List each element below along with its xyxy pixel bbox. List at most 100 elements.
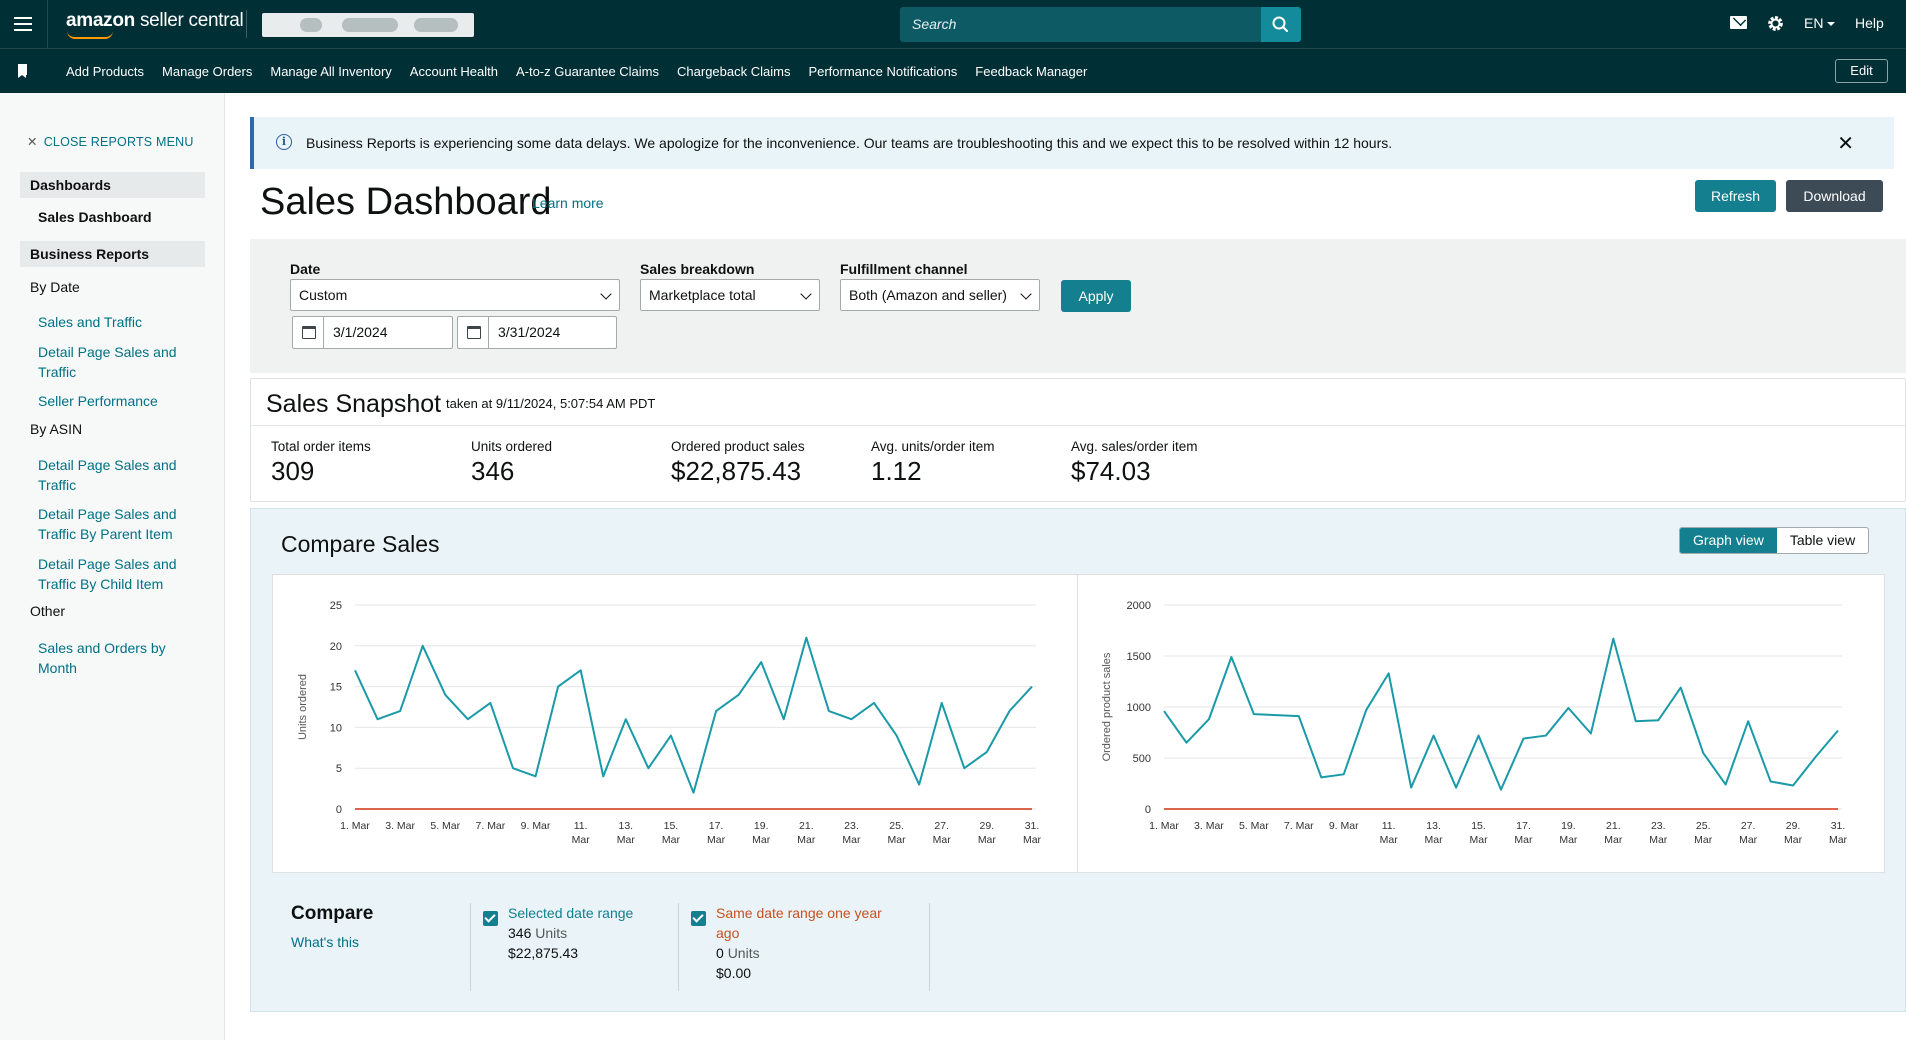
- nav-manage-all-inventory[interactable]: Manage All Inventory: [270, 63, 392, 79]
- start-date-input[interactable]: 3/1/2024: [292, 316, 453, 349]
- selected-range-checkbox[interactable]: [483, 911, 498, 926]
- fulfillment-channel-select[interactable]: Both (Amazon and seller): [840, 279, 1040, 311]
- metric-value: $22,875.43: [671, 456, 802, 486]
- help-link[interactable]: Help: [1855, 15, 1884, 31]
- hamburger-menu-icon[interactable]: [12, 13, 34, 35]
- x-tick-label: Mar: [888, 834, 907, 846]
- metric-label: Units ordered: [471, 439, 553, 454]
- y-tick-label: 1500: [1127, 651, 1151, 663]
- bookmark-icon[interactable]: [18, 64, 27, 78]
- x-tick-label: 27.: [1741, 820, 1756, 832]
- sidebar-item-seller-performance[interactable]: Seller Performance: [38, 393, 158, 409]
- sidebar-heading-business-reports: Business Reports: [20, 241, 205, 267]
- units-word: Units: [535, 925, 568, 941]
- apply-button[interactable]: Apply: [1061, 280, 1131, 312]
- nav-add-products[interactable]: Add Products: [66, 63, 145, 79]
- sidebar-item-asin-detail-page[interactable]: Detail Page Sales and Traffic: [38, 457, 177, 493]
- date-range-select[interactable]: Custom: [290, 279, 620, 311]
- shortcut-links: Add Products Manage Orders Manage All In…: [66, 49, 1105, 93]
- units-word: Units: [727, 945, 760, 961]
- gear-icon[interactable]: [1766, 14, 1785, 33]
- nav-chargeback-claims[interactable]: Chargeback Claims: [677, 63, 791, 79]
- x-tick-label: 17.: [709, 820, 724, 832]
- refresh-button[interactable]: Refresh: [1695, 180, 1776, 212]
- x-tick-label: 29.: [1786, 820, 1801, 832]
- logo-smile: [67, 31, 113, 39]
- sales-breakdown-select[interactable]: Marketplace total: [640, 279, 820, 311]
- x-tick-label: 27.: [934, 820, 949, 832]
- logo-product: seller central: [139, 10, 244, 31]
- calendar-icon[interactable]: [293, 317, 324, 348]
- prior-year-name: Same date range one year ago: [716, 905, 882, 941]
- sidebar-group-other: Other: [30, 603, 66, 619]
- shortcut-bar: Add Products Manage Orders Manage All In…: [0, 48, 1906, 93]
- search-button[interactable]: [1261, 7, 1301, 42]
- sidebar-item-detail-page-sales-traffic[interactable]: Detail Page Sales and Traffic: [38, 344, 177, 380]
- learn-more-link[interactable]: Learn more: [532, 195, 604, 211]
- nav-manage-orders[interactable]: Manage Orders: [162, 63, 253, 79]
- nav-a-to-z-claims[interactable]: A-to-z Guarantee Claims: [515, 63, 660, 79]
- language-selector[interactable]: EN: [1804, 15, 1837, 31]
- x-tick-label: 5. Mar: [1239, 820, 1269, 832]
- metric-avg-units-per-order: Avg. units/order item 1.12: [871, 439, 995, 487]
- x-tick-label: 15.: [1471, 820, 1486, 832]
- units-value: 346: [508, 925, 532, 941]
- edit-shortcuts-button[interactable]: Edit: [1835, 59, 1888, 83]
- filter-panel: Date Custom 3/1/2024 3/31/2024 Sales bre…: [250, 239, 1906, 373]
- charts-area: 0 5 10 15 20 25 Units ordered 1. Mar 3. Mar 5. Ma…: [272, 574, 1885, 873]
- x-tick-label: 31.: [1831, 820, 1846, 832]
- y-tick-label: 5: [336, 763, 342, 775]
- close-reports-menu[interactable]: ✕ CLOSE REPORTS MENU: [27, 134, 194, 149]
- divider: [251, 425, 1905, 426]
- metric-avg-sales-per-order: Avg. sales/order item $74.03: [1071, 439, 1198, 487]
- x-tick-label: 29.: [980, 820, 995, 832]
- banner-close-icon[interactable]: ✕: [1837, 133, 1854, 155]
- sidebar-item-sales-orders-by-month[interactable]: Sales and Orders by Month: [38, 640, 166, 676]
- sales-snapshot: Sales Snapshot taken at 9/11/2024, 5:07:…: [250, 378, 1906, 502]
- search-bar[interactable]: Search: [900, 7, 1301, 42]
- chevron-down-icon: [600, 288, 612, 300]
- sales-breakdown-label: Sales breakdown: [640, 261, 755, 277]
- download-button[interactable]: Download: [1786, 180, 1883, 212]
- calendar-icon[interactable]: [458, 317, 489, 348]
- x-tick-label: 3. Mar: [1194, 820, 1224, 832]
- x-tick-label: 19.: [754, 820, 769, 832]
- banner-message: Business Reports is experiencing some da…: [306, 135, 1393, 151]
- nav-feedback-manager[interactable]: Feedback Manager: [975, 63, 1088, 79]
- main-content: i Business Reports is experiencing some …: [226, 93, 1906, 1040]
- x-tick-label: 15.: [664, 820, 679, 832]
- sidebar-item-asin-parent-item[interactable]: Detail Page Sales and Traffic By Parent …: [38, 506, 177, 542]
- amazon-seller-central-logo[interactable]: amazon seller central: [66, 10, 244, 39]
- top-bar: amazon seller central Search EN Help: [0, 0, 1906, 48]
- whats-this-link[interactable]: What's this: [291, 934, 360, 950]
- info-icon: i: [276, 134, 292, 150]
- units-value: 0: [716, 945, 724, 961]
- start-date-value: 3/1/2024: [333, 324, 388, 340]
- nav-account-health[interactable]: Account Health: [409, 63, 498, 79]
- search-input[interactable]: Search: [912, 16, 957, 32]
- end-date-input[interactable]: 3/31/2024: [457, 316, 617, 349]
- graph-view-button[interactable]: Graph view: [1680, 528, 1777, 553]
- x-tick-label: Mar: [662, 834, 681, 846]
- account-switcher-redacted[interactable]: [262, 13, 474, 37]
- page-title: Sales Dashboard: [260, 181, 552, 223]
- metric-total-order-items: Total order items 309: [271, 439, 371, 487]
- sidebar-item-asin-child-item[interactable]: Detail Page Sales and Traffic By Child I…: [38, 556, 177, 592]
- sidebar-heading-dashboards: Dashboards: [20, 172, 205, 198]
- fulfillment-channel-value: Both (Amazon and seller): [849, 287, 1007, 303]
- table-view-button[interactable]: Table view: [1789, 532, 1856, 548]
- x-tick-label: 23.: [1651, 820, 1666, 832]
- nav-performance-notifications[interactable]: Performance Notifications: [808, 63, 958, 79]
- mail-icon[interactable]: [1730, 16, 1747, 29]
- sidebar-item-sales-dashboard[interactable]: Sales Dashboard: [38, 209, 152, 225]
- sidebar-item-sales-and-traffic[interactable]: Sales and Traffic: [38, 314, 143, 330]
- x-tick-label: Mar: [1023, 834, 1042, 846]
- prior-year-checkbox[interactable]: [691, 911, 706, 926]
- series-line-selected-range: [1163, 637, 1839, 791]
- selected-range-name: Selected date range: [508, 905, 634, 921]
- y-tick-label: 1000: [1127, 702, 1151, 714]
- selected-range-sales: $22,875.43: [508, 945, 579, 961]
- x-tick-label: Mar: [797, 834, 816, 846]
- end-date-value: 3/31/2024: [498, 324, 561, 340]
- units-ordered-chart-svg: 0 5 10 15 20 25 Units ordered 1. Mar 3. Mar 5. Ma…: [297, 600, 1042, 846]
